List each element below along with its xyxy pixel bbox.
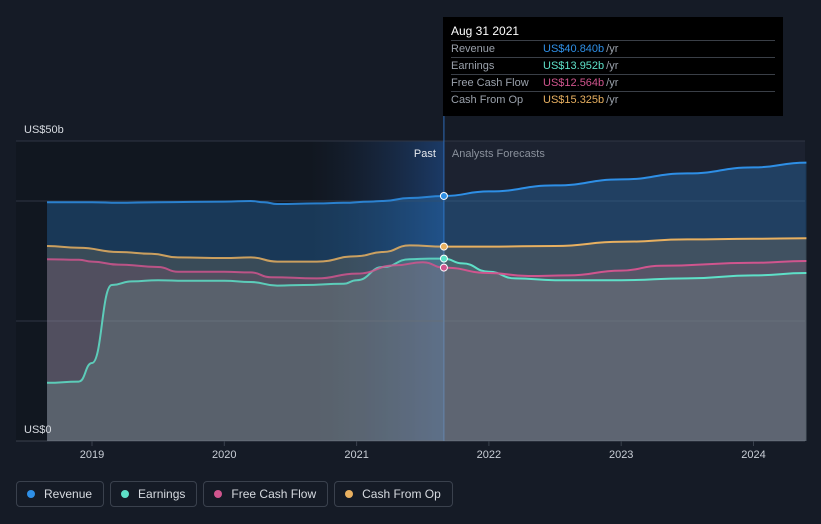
free-cash-flow-area: [47, 259, 807, 441]
legend-dot-icon: [345, 490, 354, 498]
legend-dot-icon: [121, 490, 130, 498]
cash-from-op-area: [47, 238, 807, 441]
tooltip-value: US$12.564b: [543, 77, 605, 89]
tooltip-value: US$13.952b: [543, 60, 605, 72]
past-highlight: [310, 141, 444, 441]
x-tick-label: 2019: [80, 449, 104, 461]
revenue-line-forecast: [443, 161, 807, 197]
tooltip-label: Cash From Op: [451, 94, 524, 106]
free-cash-flow-marker: [439, 263, 448, 272]
tooltip-row: Cash From Op US$15.325b/yr: [451, 92, 775, 108]
tooltip-unit: /yr: [606, 43, 619, 55]
hover-tooltip: Aug 31 2021 Revenue US$40.840b/yr Earnings…: [443, 17, 783, 116]
revenue-area: [47, 162, 807, 441]
x-tick-label: 2020: [212, 449, 236, 461]
tooltip-row: Revenue US$40.840b/yr: [451, 41, 775, 58]
tooltip-value: US$15.325b: [543, 94, 605, 106]
legend-label: Cash From Op: [362, 487, 441, 501]
tooltip-unit: /yr: [606, 94, 619, 106]
legend-dot-icon: [27, 490, 35, 498]
tooltip-label: Free Cash Flow: [451, 77, 529, 89]
tooltip-label: Revenue: [451, 43, 496, 55]
earnings-area: [47, 258, 807, 441]
tooltip-value: US$40.840b: [543, 43, 605, 55]
x-tick-label: 2022: [477, 449, 501, 461]
tooltip-label: Earnings: [451, 60, 495, 72]
tooltip-row: Earnings US$13.952b/yr: [451, 58, 775, 75]
free-cash-flow-line-forecast: [443, 260, 807, 278]
legend-item-earnings[interactable]: Earnings: [110, 481, 198, 507]
revenue-marker: [439, 191, 448, 200]
chart-legend: Revenue Earnings Free Cash Flow Cash From O…: [16, 481, 453, 507]
x-tick-label: 2023: [609, 449, 633, 461]
cash-from-op-line-past: [47, 244, 444, 263]
earnings-marker: [439, 254, 448, 263]
cash-from-op-marker: [439, 242, 448, 251]
legend-item-revenue[interactable]: Revenue: [16, 481, 105, 507]
legend-item-cash-from-op[interactable]: Cash From Op: [334, 481, 453, 507]
earnings-line-forecast: [443, 257, 807, 282]
past-label: Past: [414, 148, 436, 160]
legend-label: Free Cash Flow: [231, 487, 317, 501]
legend-label: Revenue: [44, 487, 93, 501]
tooltip-unit: /yr: [606, 77, 619, 89]
tooltip-row: Free Cash Flow US$12.564b/yr: [451, 75, 775, 92]
y-axis-top-label: US$50b: [24, 124, 64, 136]
cash-from-op-line-forecast: [443, 237, 807, 248]
x-tick-label: 2021: [344, 449, 368, 461]
tooltip-date: Aug 31 2021: [451, 23, 775, 41]
legend-item-free-cash-flow[interactable]: Free Cash Flow: [203, 481, 329, 507]
y-axis-bottom-label: US$0: [24, 424, 52, 436]
legend-label: Earnings: [138, 487, 186, 501]
revenue-line-past: [47, 194, 444, 206]
legend-dot-icon: [214, 490, 223, 498]
tooltip-unit: /yr: [606, 60, 619, 72]
free-cash-flow-line-past: [47, 258, 444, 280]
x-tick-label: 2024: [741, 449, 765, 461]
forecast-label: Analysts Forecasts: [452, 148, 545, 160]
